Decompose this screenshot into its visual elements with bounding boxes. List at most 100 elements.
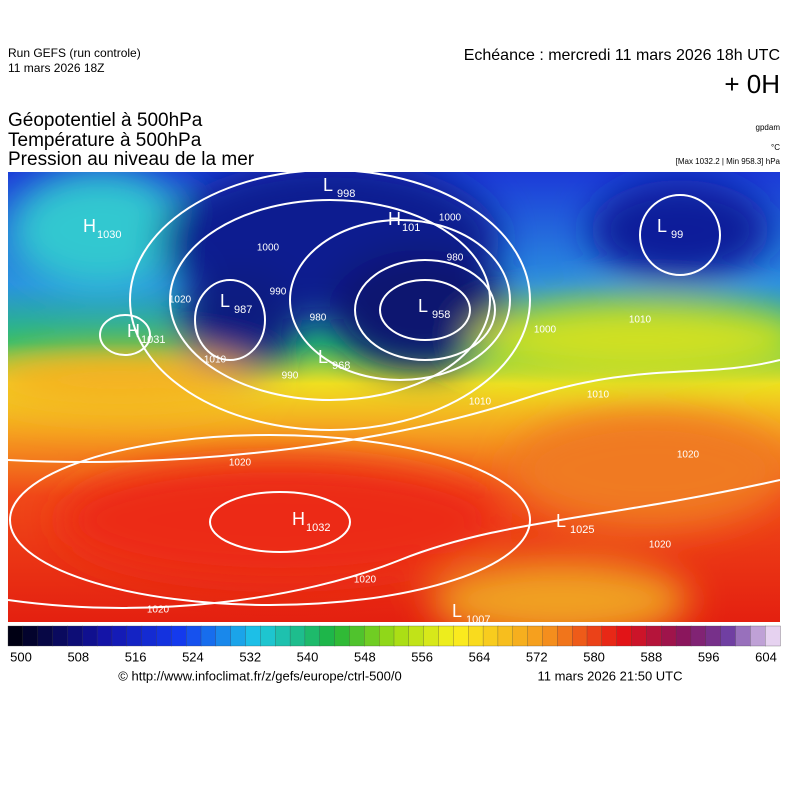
unit: [Max 1032.2 | Min 958.3] hPa bbox=[676, 157, 781, 166]
colorbar-swatch bbox=[334, 625, 351, 647]
colorbar-swatch bbox=[67, 625, 83, 647]
center-value: 1025 bbox=[570, 524, 594, 536]
title: Pression au niveau de la mer bbox=[8, 149, 255, 170]
isobar-label: 1020 bbox=[147, 605, 170, 616]
isobar-label: 990 bbox=[270, 287, 287, 298]
colorbar-swatch bbox=[304, 625, 321, 647]
colorbar-swatch bbox=[735, 625, 751, 647]
center-letter: L bbox=[452, 601, 462, 621]
isobar-label: 1020 bbox=[677, 450, 700, 461]
run-date: 11 mars 2026 18Z bbox=[8, 61, 105, 75]
colorbar-swatch bbox=[453, 625, 469, 647]
colorbar-swatch bbox=[438, 625, 455, 647]
center-value: 968 bbox=[332, 360, 350, 372]
isobar-label: 1010 bbox=[629, 315, 652, 326]
colorbar-tick-label: 588 bbox=[641, 649, 663, 664]
colorbar-tick-label: 556 bbox=[411, 649, 433, 664]
center-letter: L bbox=[323, 175, 333, 195]
center-letter: H bbox=[83, 216, 96, 236]
colorbar-swatch bbox=[37, 625, 54, 647]
colorbar-tick-label: 516 bbox=[125, 649, 147, 664]
colorbar-swatch bbox=[586, 625, 603, 647]
center-letter: L bbox=[556, 511, 566, 531]
colorbar-tick-label: 508 bbox=[67, 649, 89, 664]
isobar-label: 980 bbox=[310, 313, 327, 324]
colorbar-swatch bbox=[52, 625, 69, 647]
center-value: 1030 bbox=[97, 229, 121, 241]
isobar-label: 1020 bbox=[229, 458, 252, 469]
colorbar-swatch bbox=[260, 625, 276, 647]
title: Géopotentiel à 500hPa bbox=[8, 110, 203, 131]
colorbar-swatch bbox=[393, 625, 410, 647]
colorbar-swatch bbox=[245, 625, 262, 647]
colorbar-swatch bbox=[468, 625, 484, 647]
colorbar-swatch bbox=[141, 625, 158, 647]
center-value: 99 bbox=[671, 229, 683, 241]
colorbar-tick-label: 532 bbox=[239, 649, 261, 664]
colorbar-swatch bbox=[572, 625, 588, 647]
colorbar-swatch bbox=[542, 625, 558, 647]
echeance: Echéance : mercredi 11 mars 2026 18h UTC bbox=[464, 47, 780, 64]
colorbar-swatch bbox=[557, 625, 573, 647]
isobar-label: 1000 bbox=[257, 243, 280, 254]
colorbar-swatch bbox=[675, 625, 692, 647]
colorbar-swatch bbox=[705, 625, 722, 647]
isobar-label: 1010 bbox=[469, 397, 492, 408]
center-value: 998 bbox=[337, 188, 355, 200]
colorbar-swatch bbox=[200, 625, 217, 647]
isobar-label: 1010 bbox=[587, 390, 610, 401]
colorbar-swatch bbox=[349, 625, 365, 647]
colorbar-swatch bbox=[616, 625, 633, 647]
lead-time: + 0H bbox=[724, 69, 780, 99]
colorbar-swatch bbox=[156, 625, 172, 647]
colorbar-tick-label: 540 bbox=[297, 649, 319, 664]
colorbar-swatch bbox=[186, 625, 202, 647]
isobar-label: 1010 bbox=[204, 355, 227, 366]
colorbar-tick-label: 524 bbox=[182, 649, 204, 664]
colorbar-swatch bbox=[289, 625, 306, 647]
colorbar-tick-label: 572 bbox=[526, 649, 548, 664]
colorbar-tick-label: 596 bbox=[698, 649, 720, 664]
colorbar-swatch bbox=[319, 625, 336, 647]
unit: °C bbox=[771, 143, 780, 152]
map bbox=[8, 172, 780, 622]
colorbar-swatch bbox=[423, 625, 440, 647]
title: Température à 500hPa bbox=[8, 130, 202, 151]
center-value: 101 bbox=[402, 222, 420, 234]
isobar-label: 980 bbox=[447, 253, 464, 264]
isobar-label: 1020 bbox=[169, 295, 192, 306]
colorbar-tick-label: 564 bbox=[469, 649, 491, 664]
colorbar-swatch bbox=[364, 625, 380, 647]
colorbar-swatch bbox=[646, 625, 662, 647]
colorbar-tick-label: 500 bbox=[10, 649, 32, 664]
center-value: 958 bbox=[432, 309, 450, 321]
generated-time: 11 mars 2026 21:50 UTC bbox=[538, 668, 683, 683]
colorbar-swatch bbox=[527, 625, 544, 647]
unit: gpdam bbox=[756, 123, 781, 132]
colorbar-swatch bbox=[631, 625, 648, 647]
colorbar-swatch bbox=[82, 625, 98, 647]
center-value: 1007 bbox=[466, 614, 490, 626]
isobar-label: 1020 bbox=[354, 575, 377, 586]
center-letter: L bbox=[220, 291, 230, 311]
isobar-label: 1020 bbox=[649, 540, 672, 551]
center-letter: L bbox=[657, 216, 667, 236]
colorbar-swatch bbox=[512, 625, 529, 647]
colorbar-swatch bbox=[720, 625, 737, 647]
center-value: 1032 bbox=[306, 522, 330, 534]
colorbar-swatch bbox=[215, 625, 232, 647]
run-name: Run GEFS (run controle) bbox=[8, 46, 141, 60]
center-value: 987 bbox=[234, 304, 252, 316]
colorbar-swatch bbox=[7, 625, 24, 647]
source: © http://www.infoclimat.fr/z/gefs/europe… bbox=[118, 668, 401, 683]
center-letter: L bbox=[318, 347, 328, 367]
center-letter: L bbox=[418, 296, 428, 316]
colorbar-swatch bbox=[408, 625, 425, 647]
center-letter: H bbox=[388, 209, 401, 229]
colorbar-swatch bbox=[765, 625, 781, 647]
isobar-label: 1000 bbox=[439, 213, 462, 224]
colorbar-swatch bbox=[601, 625, 618, 647]
colorbar-tick-label: 580 bbox=[583, 649, 605, 664]
colorbar-tick-label: 604 bbox=[755, 649, 777, 664]
